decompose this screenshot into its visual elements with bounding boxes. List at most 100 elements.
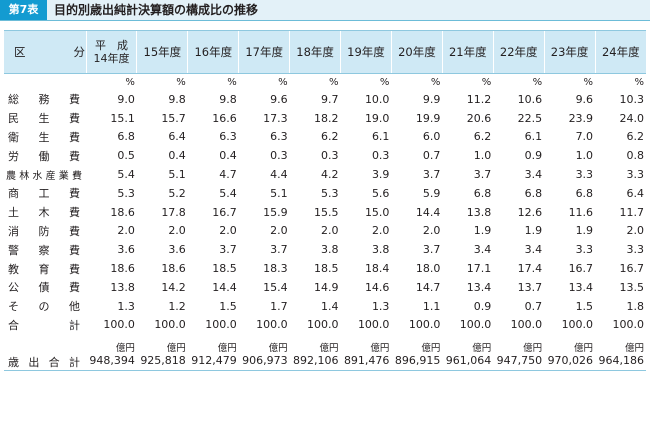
value-cell: 3.3 xyxy=(575,168,594,182)
unit-cell: 億円 xyxy=(370,343,390,355)
header-year: 17年度 xyxy=(238,30,290,74)
value-cell: 4.4 xyxy=(270,168,288,182)
unit-cell: 億円 xyxy=(574,343,594,355)
value-cell: 1.4 xyxy=(321,299,339,313)
value-cell: 0.3 xyxy=(321,149,339,163)
value-cell: 16.7 xyxy=(212,205,237,219)
value-cell: 15.9 xyxy=(263,205,288,219)
header-year-first: 平 成 14年度 xyxy=(85,30,137,74)
value-cell: 1.2 xyxy=(168,299,186,313)
table-row: 労働費 0.5 0.4 0.4 0.3 0.3 0.3 0.7 1.0 0.9 1.0 0.8 xyxy=(4,146,646,165)
value-cell: 10.6 xyxy=(517,92,543,106)
value-cell: 0.3 xyxy=(371,149,390,163)
unit-cell: 億円 xyxy=(217,343,237,355)
value-cell: 18.2 xyxy=(314,111,339,125)
value-cell: 9.6 xyxy=(270,92,288,106)
row-label: その他 xyxy=(8,300,80,314)
unit-cell: % xyxy=(379,76,390,88)
unit-cell: 億円 xyxy=(624,343,644,355)
unit-label-cell xyxy=(4,74,86,91)
value-cell: 1.9 xyxy=(575,224,594,238)
value-cell: 18.6 xyxy=(161,262,186,276)
table-row: 土木費 18.6 17.8 16.7 15.9 15.5 15.0 14.4 13.8 12.6 1… xyxy=(4,203,646,222)
value-cell: 2.0 xyxy=(168,224,186,238)
value-cell: 16.7 xyxy=(568,262,594,276)
value-cell: 18.4 xyxy=(364,262,390,276)
unit-label-cell xyxy=(4,334,86,354)
table-row: 消防費 2.0 2.0 2.0 2.0 2.0 2.0 2.0 1.9 1.9 1.9 2.0 xyxy=(4,222,646,241)
value-cell: 100.0 xyxy=(612,318,645,332)
unit-cell: 億円 xyxy=(166,343,186,355)
table-body: %%%%%%%%%%% 総務費 9.0 9.8 9.8 9.6 9.7 10.0 9.9 11.2… xyxy=(4,74,646,372)
unit-cell: % xyxy=(227,76,237,88)
value-cell: 13.8 xyxy=(110,280,135,294)
value-cell: 13.7 xyxy=(517,280,543,294)
row-label: 総務費 xyxy=(8,93,80,107)
value-cell: 14.9 xyxy=(314,280,339,294)
value-cell: 1.1 xyxy=(422,299,441,313)
row-label: 農林水産業費 xyxy=(6,171,82,183)
value-cell: 0.7 xyxy=(524,299,543,313)
value-cell: 18.0 xyxy=(415,262,441,276)
row-label: 民生費 xyxy=(8,112,80,126)
row-label: 合計 xyxy=(8,318,80,332)
header-year: 24年度 xyxy=(594,30,646,74)
value-cell: 6.0 xyxy=(422,130,441,144)
unit-cell: 億円 xyxy=(115,343,135,355)
value-cell: 1.3 xyxy=(117,299,135,313)
value-cell: 6.8 xyxy=(575,186,594,200)
value-cell: 1.8 xyxy=(626,299,645,313)
row-label: 警察費 xyxy=(8,243,80,257)
unit-cell: 億円 xyxy=(472,343,492,355)
value-cell: 6.3 xyxy=(219,130,237,144)
value-cell: 19.9 xyxy=(415,111,441,125)
value-cell: 23.9 xyxy=(568,111,594,125)
header-year: 23年度 xyxy=(543,30,596,74)
unit-cell: 億円 xyxy=(319,343,339,355)
value-cell: 7.0 xyxy=(575,130,594,144)
value-cell: 2.0 xyxy=(422,224,441,238)
unit-cell: 億円 xyxy=(268,343,288,355)
value-cell: 11.6 xyxy=(568,205,594,219)
value-cell: 16.7 xyxy=(619,262,645,276)
value-cell: 2.0 xyxy=(219,224,237,238)
value-cell: 3.3 xyxy=(626,243,645,257)
value-cell: 13.8 xyxy=(466,205,492,219)
value-cell: 6.8 xyxy=(117,130,135,144)
unit-cell: % xyxy=(125,76,135,88)
value-cell: 3.6 xyxy=(117,243,135,257)
row-label: 商工費 xyxy=(8,187,80,201)
table-row: 農林水産業費 5.4 5.1 4.7 4.4 4.2 3.9 3.7 3.7 3.4 3.3 3.3 xyxy=(4,165,646,184)
value-cell: 9.7 xyxy=(321,92,339,106)
value-cell: 0.9 xyxy=(473,299,492,313)
unit-cell: % xyxy=(583,76,594,88)
value-cell: 9.9 xyxy=(422,92,441,106)
row-label: 土木費 xyxy=(8,206,80,220)
value-cell: 3.4 xyxy=(524,168,543,182)
value-cell: 18.3 xyxy=(263,262,288,276)
table-number-badge: 第7表 xyxy=(0,0,47,20)
header-year: 21年度 xyxy=(441,30,494,74)
value-cell: 15.7 xyxy=(161,111,186,125)
table-title: 目的別歳出純計決算額の構成比の推移 xyxy=(54,3,259,17)
value-cell: 0.4 xyxy=(168,149,186,163)
value-cell: 16.6 xyxy=(212,111,237,125)
value-cell: 3.6 xyxy=(168,243,186,257)
value-cell: 2.0 xyxy=(626,224,645,238)
value-cell: 18.5 xyxy=(314,262,339,276)
value-cell: 6.3 xyxy=(270,130,288,144)
value-cell: 100.0 xyxy=(205,318,237,332)
value-cell: 5.4 xyxy=(117,168,135,182)
value-cell: 0.4 xyxy=(219,149,237,163)
title-bar: 第7表 目的別歳出純計決算額の構成比の推移 xyxy=(0,0,650,21)
value-cell: 15.5 xyxy=(314,205,339,219)
header-category-left: 区 xyxy=(14,45,26,59)
value-cell: 970,026 xyxy=(544,354,596,372)
value-cell: 6.2 xyxy=(473,130,492,144)
unit-cell: 億円 xyxy=(523,343,543,355)
unit-cell: % xyxy=(278,76,288,88)
value-cell: 2.0 xyxy=(117,224,135,238)
value-cell: 3.7 xyxy=(422,243,441,257)
value-cell: 5.3 xyxy=(117,186,135,200)
unit-cell: % xyxy=(481,76,492,88)
